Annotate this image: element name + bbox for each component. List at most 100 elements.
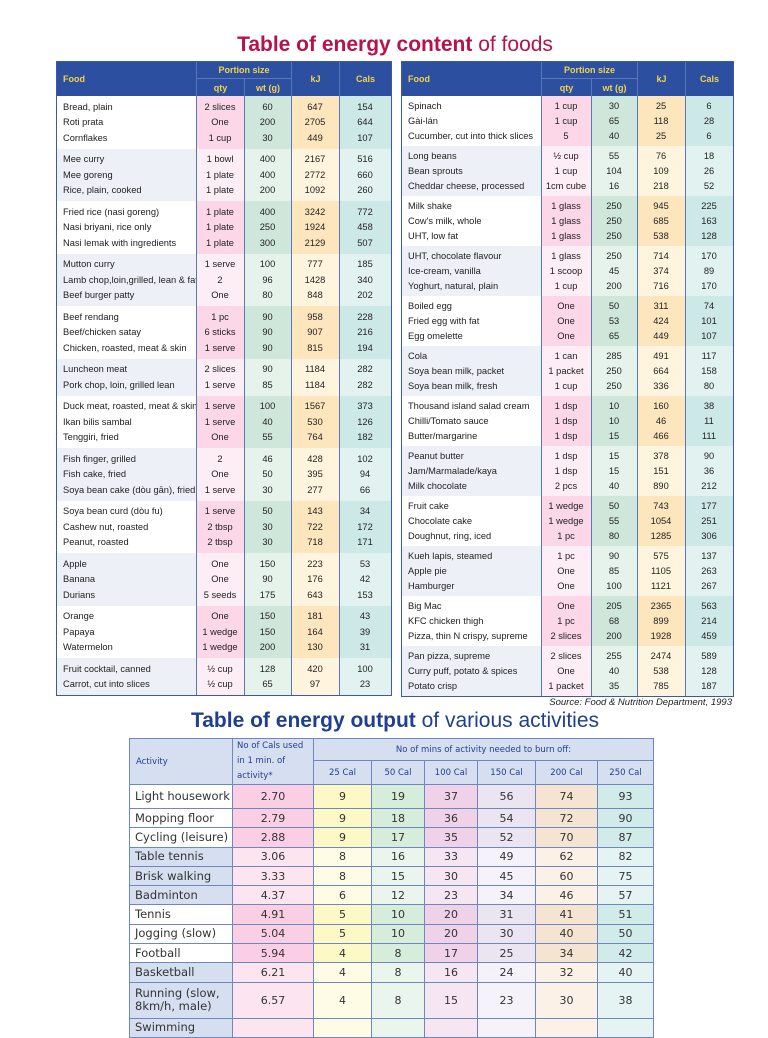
qty: 1 wedge bbox=[202, 626, 238, 637]
kj: 118 bbox=[653, 116, 669, 126]
column-divider bbox=[637, 96, 638, 696]
weight: 250 bbox=[606, 381, 622, 391]
table-row: Cashew nut, roasted 2 tbsp 30 722 172 bbox=[57, 519, 391, 535]
food-name: Apple pie bbox=[408, 566, 447, 576]
cals: 589 bbox=[701, 651, 717, 661]
qty: 1 serve bbox=[204, 506, 236, 517]
header-food: Food bbox=[408, 74, 430, 84]
kj: 664 bbox=[653, 366, 669, 376]
weight: 30 bbox=[262, 132, 273, 143]
kj: 2365 bbox=[650, 601, 672, 611]
kj: 424 bbox=[653, 316, 669, 326]
kj: 890 bbox=[653, 481, 669, 491]
kj: 420 bbox=[307, 663, 323, 674]
food-name: Thousand island salad cream bbox=[408, 401, 530, 411]
table-row: Pizza, thin N crispy, supreme 2 slices 200… bbox=[402, 629, 733, 644]
table-row: Gài-lán 1 cup 65 118 28 bbox=[402, 114, 733, 129]
weight: 55 bbox=[608, 516, 620, 526]
column-divider bbox=[244, 96, 245, 695]
kj: 491 bbox=[653, 351, 669, 361]
minutes-needed: 87 bbox=[597, 827, 654, 848]
weight: 400 bbox=[259, 169, 276, 180]
kj: 395 bbox=[307, 469, 323, 480]
minutes-needed: 56 bbox=[477, 784, 536, 809]
kj: 785 bbox=[653, 681, 669, 691]
table-row: Cheddar cheese, processed 1cm cube 16 218 52 bbox=[402, 179, 733, 194]
qty: One bbox=[557, 316, 575, 326]
qty: 1 dsp bbox=[554, 401, 578, 411]
table-row: Fried rice (nasi goreng) 1 plate 400 3242 77… bbox=[57, 204, 391, 220]
qty: 1 dsp bbox=[554, 451, 578, 461]
qty: One bbox=[557, 301, 575, 311]
qty: 1 serve bbox=[204, 259, 236, 270]
qty: 1 serve bbox=[204, 342, 236, 353]
food-name: KFC chicken thigh bbox=[408, 616, 484, 626]
kj: 46 bbox=[655, 416, 667, 426]
table-row: Mopping floor 2.79 9 18 36 54 72 90 bbox=[129, 807, 654, 829]
minutes-needed: 41 bbox=[535, 904, 598, 925]
weight: 90 bbox=[262, 342, 273, 353]
cals: 563 bbox=[701, 601, 717, 611]
qty: 1 plate bbox=[206, 206, 234, 217]
qty: 5 seeds bbox=[203, 589, 237, 600]
qty: 1 wedge bbox=[548, 501, 584, 511]
table-row: Soya bean curd (dòu fu) 1 serve 50 143 34 bbox=[57, 504, 391, 520]
cals: 306 bbox=[701, 531, 717, 541]
kj: 538 bbox=[653, 666, 669, 676]
food-name: Fish finger, grilled bbox=[63, 453, 136, 464]
weight: 255 bbox=[606, 651, 622, 661]
kj: 643 bbox=[307, 589, 323, 600]
qty: 1 plate bbox=[206, 237, 234, 248]
qty: 6 sticks bbox=[204, 327, 236, 338]
minutes-needed: 15 bbox=[371, 865, 425, 887]
weight: 35 bbox=[608, 681, 620, 691]
table-row: Boiled egg One 50 311 74 bbox=[402, 299, 733, 314]
cals: 216 bbox=[357, 327, 373, 338]
qty: 1 serve bbox=[204, 416, 236, 427]
qty: 1 plate bbox=[206, 185, 234, 196]
qty: 1 plate bbox=[206, 222, 234, 233]
weight: 100 bbox=[259, 401, 276, 412]
minutes-needed: 54 bbox=[477, 807, 536, 829]
cals: 80 bbox=[703, 381, 715, 391]
food-name: Fried egg with fat bbox=[408, 316, 480, 326]
activity-name: Running (slow, 8km/h, male) bbox=[129, 981, 233, 1019]
cals: 94 bbox=[359, 469, 371, 480]
cals: 516 bbox=[357, 154, 373, 165]
cals: 111 bbox=[701, 431, 717, 441]
kj: 378 bbox=[653, 451, 669, 461]
cals-per-min: 4.37 bbox=[232, 885, 314, 906]
column-divider bbox=[291, 96, 292, 695]
kj: 428 bbox=[307, 453, 323, 464]
food-name: Butter/margarine bbox=[408, 431, 478, 441]
weight: 40 bbox=[262, 416, 273, 427]
weight: 50 bbox=[262, 469, 273, 480]
table-row: Cucumber, cut into thick slices 5 40 25 6 bbox=[402, 129, 733, 144]
food-group: Fried rice (nasi goreng) 1 plate 400 3242 77… bbox=[57, 201, 391, 254]
weight: 40 bbox=[608, 666, 620, 676]
table-row: Soya bean milk, fresh 1 cup 250 336 80 bbox=[402, 379, 733, 394]
minutes-needed: 30 bbox=[535, 981, 598, 1019]
minutes-needed: 8 bbox=[371, 962, 425, 983]
qty: 2 tbsp bbox=[207, 537, 233, 548]
qty: 2 bbox=[217, 274, 223, 285]
cals: 102 bbox=[357, 453, 373, 464]
minutes-needed: 34 bbox=[477, 885, 536, 906]
kj: 722 bbox=[307, 521, 323, 532]
minutes-needed: 93 bbox=[597, 784, 654, 809]
weight: 85 bbox=[608, 566, 620, 576]
qty: 1 plate bbox=[206, 169, 234, 180]
qty: 1 pc bbox=[557, 551, 575, 561]
kj: 945 bbox=[653, 201, 669, 211]
minutes-needed bbox=[313, 1017, 372, 1038]
activity-name: Brisk walking bbox=[129, 865, 233, 887]
weight: 45 bbox=[608, 266, 620, 276]
food-group: Fruit cake 1 wedge 50 743 177 Chocolate cake 1… bbox=[402, 496, 733, 546]
activity-name: Mopping floor bbox=[129, 807, 233, 829]
cals: 31 bbox=[359, 642, 371, 653]
qty: One bbox=[557, 581, 575, 591]
weight: 40 bbox=[608, 481, 620, 491]
kj: 223 bbox=[307, 558, 323, 569]
table-row: Fish cake, fried One 50 395 94 bbox=[57, 467, 391, 483]
cals: 267 bbox=[701, 581, 717, 591]
